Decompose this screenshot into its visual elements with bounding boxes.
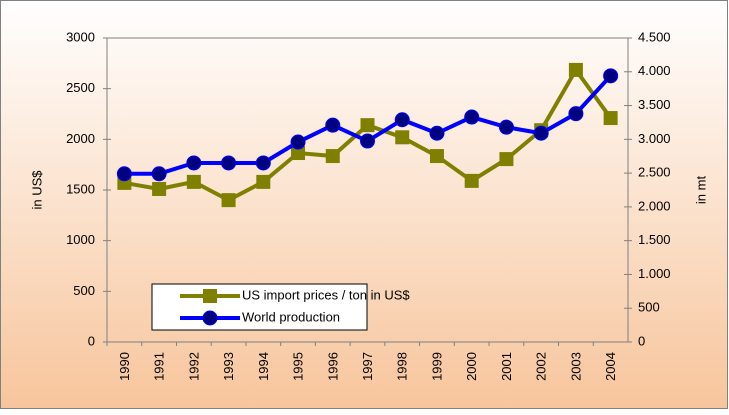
data-point xyxy=(464,109,480,125)
x-tick-label: 2001 xyxy=(499,352,514,381)
x-tick-label: 1997 xyxy=(360,352,375,381)
data-point xyxy=(325,117,341,133)
y2-tick-label: 1.500 xyxy=(638,232,671,247)
y2-tick-label: 3.500 xyxy=(638,97,671,112)
data-point xyxy=(255,155,271,171)
x-tick-label: 1991 xyxy=(152,352,167,381)
data-point xyxy=(152,181,167,196)
data-point xyxy=(533,125,549,141)
data-point xyxy=(151,166,167,182)
y2-axis-label: in mt xyxy=(693,176,708,205)
data-point xyxy=(256,174,271,189)
y-tick-label: 1500 xyxy=(66,181,95,196)
x-tick-label: 1996 xyxy=(325,352,340,381)
x-tick-label: 2000 xyxy=(464,352,479,381)
data-point xyxy=(290,134,306,150)
y-tick-label: 1000 xyxy=(66,232,95,247)
data-point xyxy=(325,149,340,164)
legend-marker xyxy=(203,289,217,303)
x-tick-label: 1992 xyxy=(186,352,201,381)
data-point xyxy=(603,111,618,126)
data-point xyxy=(499,152,514,167)
y2-tick-label: 1.000 xyxy=(638,266,671,281)
y2-tick-label: 2.000 xyxy=(638,198,671,213)
y2-tick-label: 4.500 xyxy=(638,29,671,44)
x-tick-label: 1993 xyxy=(221,352,236,381)
y2-tick-label: 2.500 xyxy=(638,165,671,180)
data-point xyxy=(291,146,306,161)
data-point xyxy=(429,125,445,141)
data-point xyxy=(221,193,236,208)
data-point xyxy=(360,133,375,149)
data-point xyxy=(429,149,444,164)
legend-marker xyxy=(202,310,218,326)
data-point xyxy=(221,155,237,171)
x-tick-label: 1999 xyxy=(429,352,444,381)
data-point xyxy=(186,155,202,171)
y2-tick-label: 0 xyxy=(638,333,645,348)
x-tick-label: 1990 xyxy=(117,352,132,381)
x-tick-label: 1995 xyxy=(291,352,306,381)
legend-label: US import prices / ton in US$ xyxy=(242,287,410,302)
y2-tick-label: 4.000 xyxy=(638,63,671,78)
y-tick-label: 500 xyxy=(73,283,95,298)
x-tick-label: 1998 xyxy=(395,352,410,381)
data-point xyxy=(360,118,375,133)
data-point xyxy=(395,130,410,145)
y2-tick-label: 3.000 xyxy=(638,131,671,146)
x-tick-label: 2004 xyxy=(603,352,618,381)
y-tick-label: 2000 xyxy=(66,131,95,146)
legend-label: World production xyxy=(242,309,340,324)
data-point xyxy=(464,173,479,188)
x-tick-label: 1994 xyxy=(256,352,271,381)
data-point xyxy=(498,119,514,135)
y-tick-label: 2500 xyxy=(66,80,95,95)
data-point xyxy=(568,62,583,77)
x-tick-label: 2003 xyxy=(568,352,583,381)
x-tick-label: 2002 xyxy=(534,352,549,381)
y-tick-label: 0 xyxy=(88,333,95,348)
data-point xyxy=(116,166,132,182)
data-point xyxy=(568,106,584,122)
y2-tick-label: 500 xyxy=(638,300,660,315)
y-tick-label: 3000 xyxy=(66,29,95,44)
data-point xyxy=(394,112,410,128)
data-point xyxy=(603,68,619,84)
legend xyxy=(151,283,368,331)
y-axis-label: in US$ xyxy=(29,170,44,210)
data-point xyxy=(186,174,201,189)
